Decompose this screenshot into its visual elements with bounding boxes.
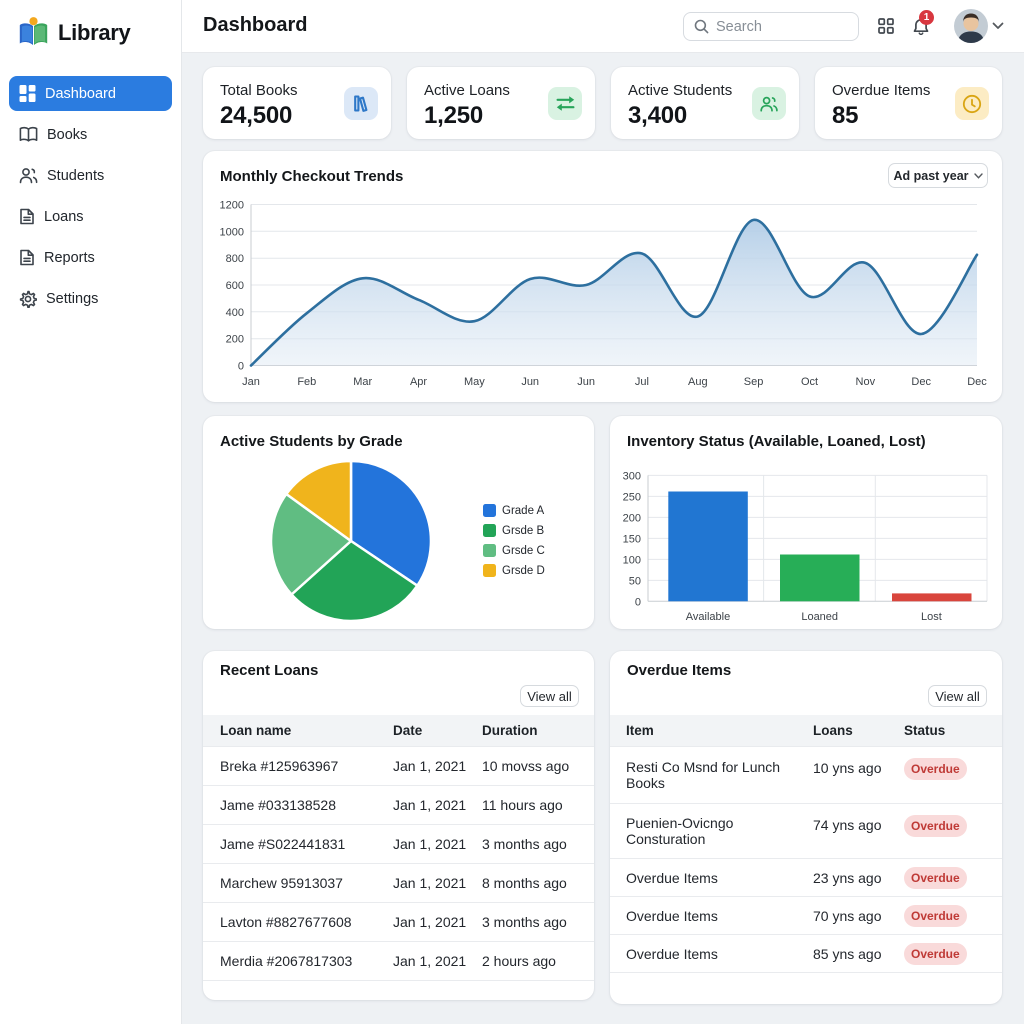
svg-text:150: 150 xyxy=(623,533,641,545)
svg-text:1000: 1000 xyxy=(220,226,244,238)
svg-text:Feb: Feb xyxy=(297,376,316,388)
svg-text:Nov: Nov xyxy=(856,376,876,388)
svg-text:Jun: Jun xyxy=(577,376,595,388)
svg-text:Apr: Apr xyxy=(410,376,427,388)
svg-text:May: May xyxy=(464,376,485,388)
svg-text:Mar: Mar xyxy=(353,376,372,388)
svg-text:Dec: Dec xyxy=(967,376,987,388)
svg-text:50: 50 xyxy=(629,575,641,587)
svg-text:Dec: Dec xyxy=(911,376,931,388)
svg-text:Jul: Jul xyxy=(635,376,649,388)
svg-text:Aug: Aug xyxy=(688,376,708,388)
svg-text:600: 600 xyxy=(226,280,244,292)
svg-text:400: 400 xyxy=(226,307,244,319)
svg-text:1200: 1200 xyxy=(220,200,244,212)
svg-text:Lost: Lost xyxy=(921,611,942,623)
svg-text:100: 100 xyxy=(623,554,641,566)
svg-text:0: 0 xyxy=(635,596,641,608)
svg-text:Jan: Jan xyxy=(242,376,260,388)
svg-text:200: 200 xyxy=(623,512,641,524)
svg-text:200: 200 xyxy=(226,334,244,346)
svg-text:Oct: Oct xyxy=(801,376,818,388)
svg-text:0: 0 xyxy=(238,361,244,373)
svg-text:Available: Available xyxy=(686,611,730,623)
svg-text:800: 800 xyxy=(226,253,244,265)
svg-text:300: 300 xyxy=(623,470,641,482)
svg-text:Sep: Sep xyxy=(744,376,764,388)
svg-text:Loaned: Loaned xyxy=(801,611,838,623)
svg-text:Jun: Jun xyxy=(521,376,539,388)
svg-text:250: 250 xyxy=(623,491,641,503)
